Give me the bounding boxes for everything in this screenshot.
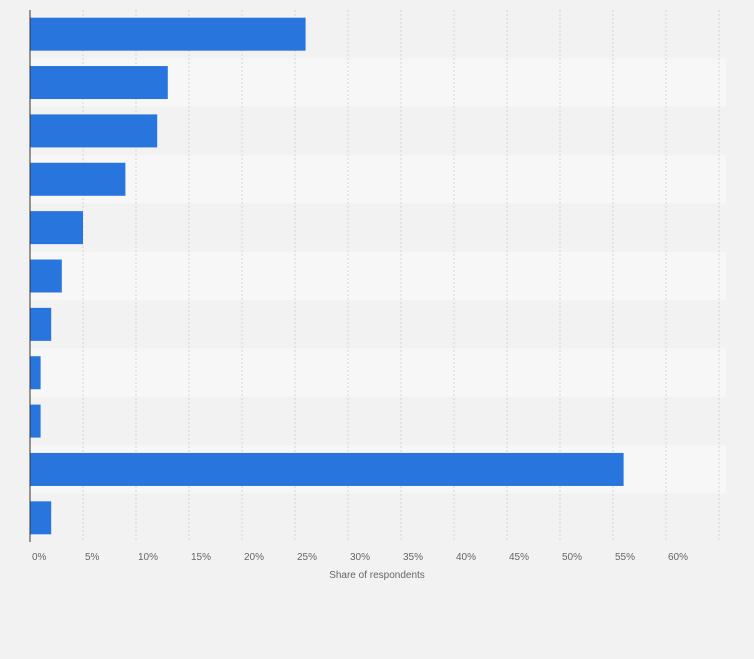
x-tick-label: 5% bbox=[85, 552, 100, 563]
x-tick-label: 55% bbox=[615, 552, 635, 563]
x-tick-label: 0% bbox=[32, 552, 47, 563]
bar bbox=[30, 452, 624, 486]
x-tick-label: 35% bbox=[403, 552, 423, 563]
x-tick-label: 40% bbox=[456, 552, 476, 563]
x-tick-label: 30% bbox=[350, 552, 370, 563]
bar bbox=[30, 404, 41, 438]
bar bbox=[30, 501, 52, 535]
x-tick-label: 50% bbox=[562, 552, 582, 563]
bar bbox=[30, 356, 41, 390]
bar bbox=[30, 17, 306, 51]
row-band bbox=[30, 203, 726, 252]
x-tick-label: 45% bbox=[509, 552, 529, 563]
bars bbox=[30, 17, 624, 535]
row-band bbox=[30, 300, 726, 349]
row-band bbox=[30, 251, 726, 301]
x-axis-title: Share of respondents bbox=[329, 570, 425, 581]
bar bbox=[30, 211, 83, 245]
bar bbox=[30, 66, 168, 100]
bar bbox=[30, 162, 126, 196]
row-band bbox=[30, 348, 726, 397]
x-tick-label: 15% bbox=[191, 552, 211, 563]
row-band bbox=[30, 493, 726, 542]
x-tick-labels: 0% 5% 10% 15% 20% 25% 30% 35% 40% 45% 50% 55% 60% bbox=[32, 552, 688, 563]
row-band bbox=[30, 155, 726, 204]
row-band bbox=[30, 396, 726, 446]
bar bbox=[30, 114, 158, 148]
bar bbox=[30, 259, 62, 293]
bar bbox=[30, 307, 52, 341]
x-tick-label: 20% bbox=[244, 552, 264, 563]
x-tick-label: 25% bbox=[297, 552, 317, 563]
x-tick-label: 60% bbox=[668, 552, 688, 563]
x-tick-label: 10% bbox=[138, 552, 158, 563]
gridlines bbox=[82, 10, 720, 542]
